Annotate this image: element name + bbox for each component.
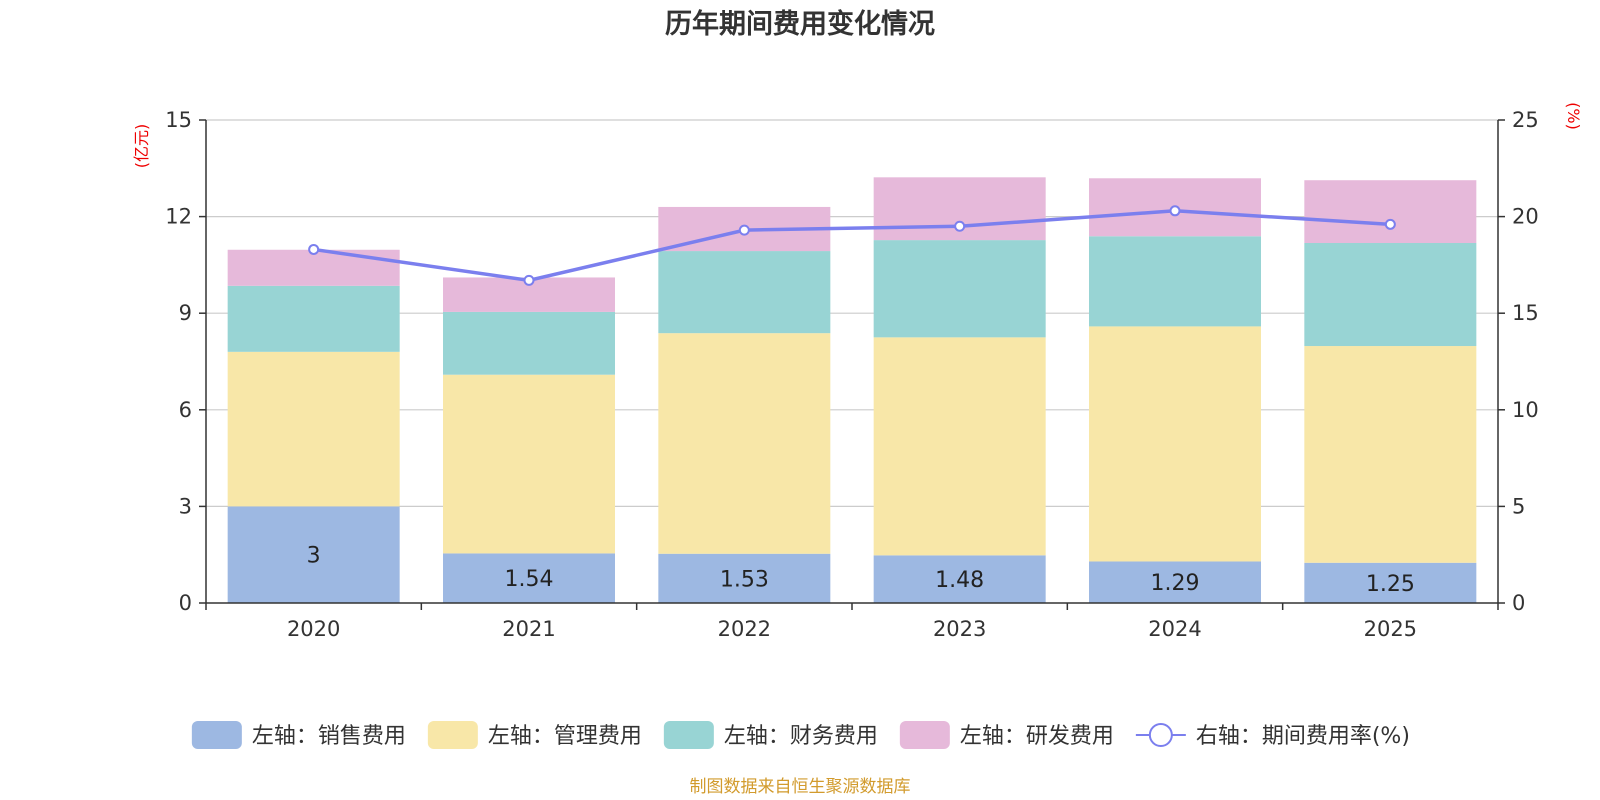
bar-segment — [443, 553, 615, 603]
x-tick-label: 2025 — [1364, 617, 1417, 641]
bar-segment — [1089, 561, 1261, 603]
legend-swatch — [191, 721, 242, 749]
bar-segment — [658, 333, 831, 554]
left-tick-label: 15 — [165, 108, 192, 132]
source-note: 制图数据来自恒生聚源数据库 — [690, 777, 911, 797]
bar-segment — [227, 249, 400, 286]
left-tick-label: 3 — [179, 494, 192, 518]
bar-segment — [1304, 243, 1477, 347]
bar-segment — [227, 351, 400, 507]
bar-data-label: 1.53 — [720, 567, 769, 592]
bar-segment — [227, 285, 400, 352]
legend-swatch — [427, 721, 478, 749]
right-tick-label: 15 — [1512, 301, 1539, 325]
legend-label: 左轴：销售费用 — [252, 724, 406, 749]
bar-segment — [1089, 236, 1261, 327]
legend-label: 左轴：管理费用 — [488, 724, 642, 749]
left-tick-label: 0 — [179, 591, 192, 615]
rate-point — [308, 243, 320, 255]
right-tick-label: 20 — [1512, 205, 1539, 229]
bar-segment — [1304, 562, 1477, 603]
bar-segment — [873, 555, 1046, 603]
bar-segment — [873, 337, 1046, 556]
x-tick-label: 2020 — [287, 617, 340, 641]
labels-layer: 3 1.54 1.53 1.48 1.29 1.25 — [307, 544, 1415, 597]
rate-point — [738, 224, 750, 236]
bar-segment — [443, 374, 615, 554]
left-tick-label: 9 — [179, 301, 192, 325]
bar-data-label: 1.54 — [505, 567, 554, 592]
x-tick-label: 2023 — [933, 617, 986, 641]
line-layer — [308, 205, 1396, 286]
rate-point — [523, 274, 535, 286]
x-tick-label: 2022 — [718, 617, 771, 641]
x-tick-label: 2021 — [502, 617, 555, 641]
legend-swatch — [899, 721, 950, 749]
bar-segment — [658, 553, 831, 603]
legend-label: 右轴：期间费用率(%) — [1196, 724, 1410, 749]
bar-segment — [1304, 180, 1477, 244]
grid-layer — [206, 119, 1498, 507]
rate-point — [1384, 218, 1396, 230]
bar-segment — [227, 506, 400, 603]
legend-swatch — [663, 721, 714, 749]
legend-label: 左轴：研发费用 — [960, 724, 1114, 749]
rate-line — [313, 209, 1391, 283]
bar-segment — [1089, 326, 1261, 562]
bar-segment — [658, 251, 831, 334]
rate-point — [1169, 205, 1181, 217]
left-tick-label: 12 — [165, 205, 192, 229]
bar-data-label: 1.48 — [935, 568, 984, 593]
right-tick-label: 5 — [1512, 494, 1525, 518]
left-tick-label: 6 — [179, 398, 192, 422]
bar-data-label: 3 — [307, 544, 321, 569]
right-tick-label: 25 — [1512, 108, 1539, 132]
right-tick-label: 0 — [1512, 591, 1525, 615]
bar-segment — [1304, 346, 1477, 563]
left-axis-unit: (亿元) — [132, 124, 151, 169]
chart-title: 历年期间费用变化情况 — [665, 8, 935, 40]
right-tick-label: 10 — [1512, 398, 1539, 422]
bar-segment — [443, 311, 615, 375]
legend-line-marker — [1148, 723, 1173, 747]
bars-layer — [227, 177, 1477, 603]
x-tick-label: 2024 — [1148, 617, 1201, 641]
bar-segment — [873, 240, 1046, 338]
rate-point — [954, 220, 966, 232]
bar-data-label: 1.29 — [1151, 571, 1200, 596]
legend-label: 左轴：财务费用 — [724, 724, 878, 749]
legend: 左轴：销售费用 左轴：管理费用 左轴：财务费用 左轴：研发费用 右轴：期间费用率(%) — [191, 721, 1410, 749]
right-axis-unit: (%) — [1564, 102, 1583, 130]
bar-data-label: 1.25 — [1366, 572, 1415, 597]
